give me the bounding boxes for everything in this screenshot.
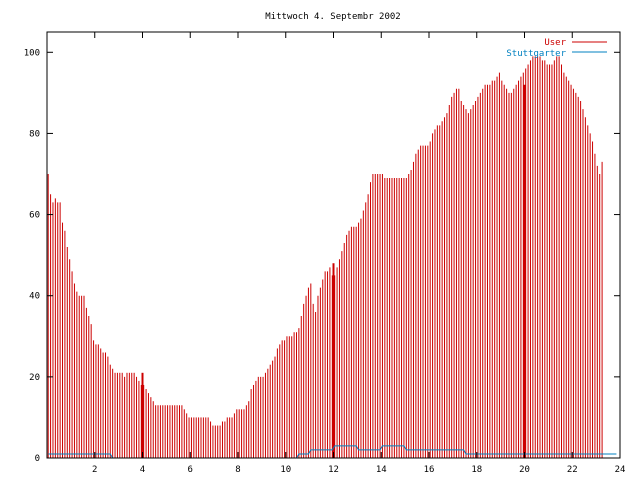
x-tick-label: 14 [376, 465, 387, 475]
legend-label-stuttgarter: Stuttgarter [506, 49, 566, 59]
y-tick-label: 80 [29, 129, 40, 139]
x-tick-label: 2 [92, 465, 97, 475]
y-tick-label: 40 [29, 292, 40, 302]
user-markers [141, 84, 526, 458]
y-tick-label: 20 [29, 373, 40, 383]
x-tick-label: 20 [519, 465, 530, 475]
x-tick-label: 12 [328, 465, 339, 475]
x-axis: 2 4 6 8 10 12 14 16 18 20 22 24 [92, 32, 625, 475]
x-tick-label: 16 [424, 465, 435, 475]
x-tick-label: 18 [471, 465, 482, 475]
x-tick-label: 10 [280, 465, 291, 475]
x-tick-label: 4 [140, 465, 145, 475]
y-tick-label: 60 [29, 211, 40, 221]
y-tick-label: 0 [35, 454, 40, 464]
y-axis: 0 20 40 60 80 100 [24, 48, 620, 464]
chart-title: Mittwoch 4. Septembr 2002 [265, 12, 400, 22]
x-tick-label: 8 [235, 465, 240, 475]
x-tick-label: 24 [615, 465, 626, 475]
x-tick-label: 22 [567, 465, 578, 475]
legend-label-user: User [544, 38, 566, 48]
legend: User Stuttgarter [506, 38, 607, 59]
user-bars [47, 56, 603, 458]
y-tick-label: 100 [24, 48, 40, 58]
x-tick-label: 6 [188, 465, 193, 475]
